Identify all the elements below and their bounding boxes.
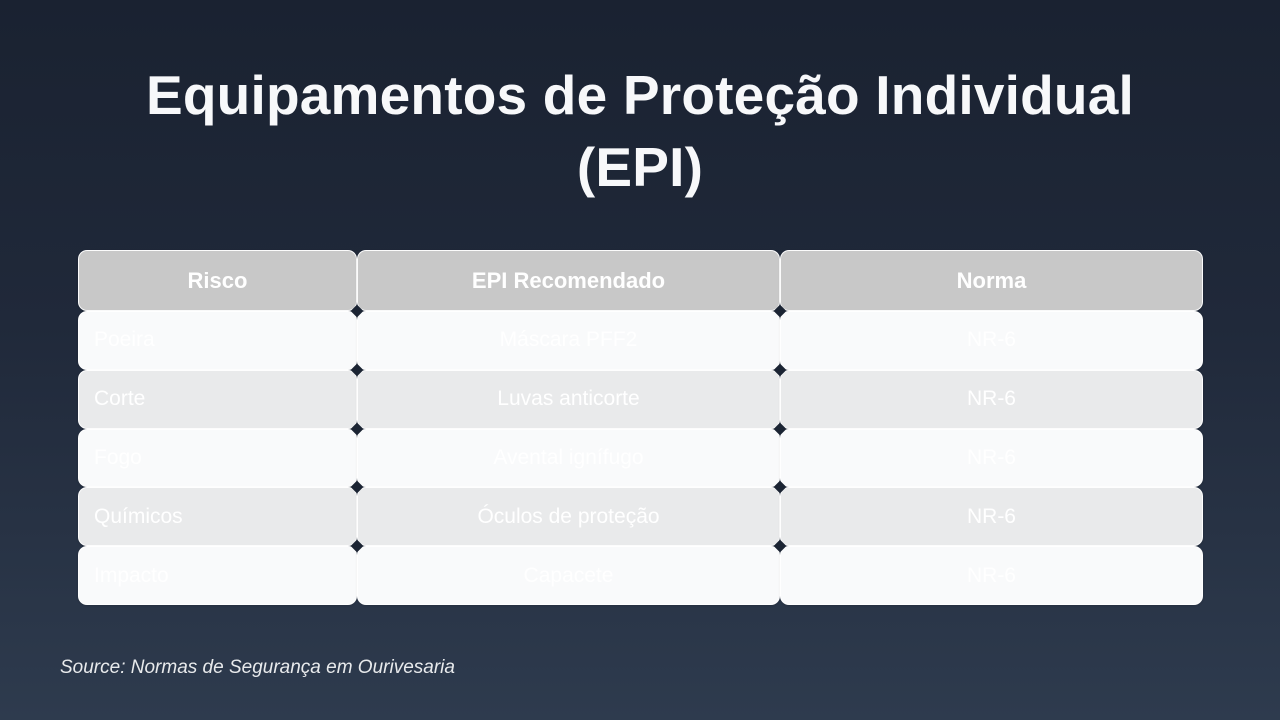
table-cell-risco: Corte: [78, 369, 357, 429]
column-header-norma: Norma: [780, 250, 1203, 311]
table-cell-risco: Impacto: [78, 546, 357, 605]
table-cell-epi: Luvas anticorte: [357, 369, 780, 429]
table-cell-epi: Capacete: [357, 546, 780, 605]
table-cell-epi: Máscara PFF2: [357, 311, 780, 370]
slide-title: Equipamentos de Proteção Individual (EPI…: [145, 64, 1134, 198]
source-caption: Source: Normas de Segurança em Ourivesar…: [60, 657, 455, 678]
table-cell-norma: NR-6: [780, 487, 1203, 547]
table-cell-epi: Avental ignífugo: [357, 428, 780, 488]
column-header-epi-recomendado: EPI Recomendado: [357, 250, 780, 311]
table-cell-norma: NR-6: [780, 428, 1203, 488]
table-cell-norma: NR-6: [780, 369, 1203, 429]
column-header-risco: Risco: [78, 250, 357, 311]
epi-table: Risco EPI Recomendado Norma Poeira Másca…: [78, 250, 1203, 605]
table-cell-norma: NR-6: [780, 311, 1203, 370]
table-cell-risco: Poeira: [78, 311, 357, 370]
table-cell-norma: NR-6: [780, 546, 1203, 605]
table-cell-epi: Óculos de proteção: [357, 487, 780, 547]
table-cell-risco: Químicos: [78, 487, 357, 547]
table-cell-risco: Fogo: [78, 428, 357, 488]
